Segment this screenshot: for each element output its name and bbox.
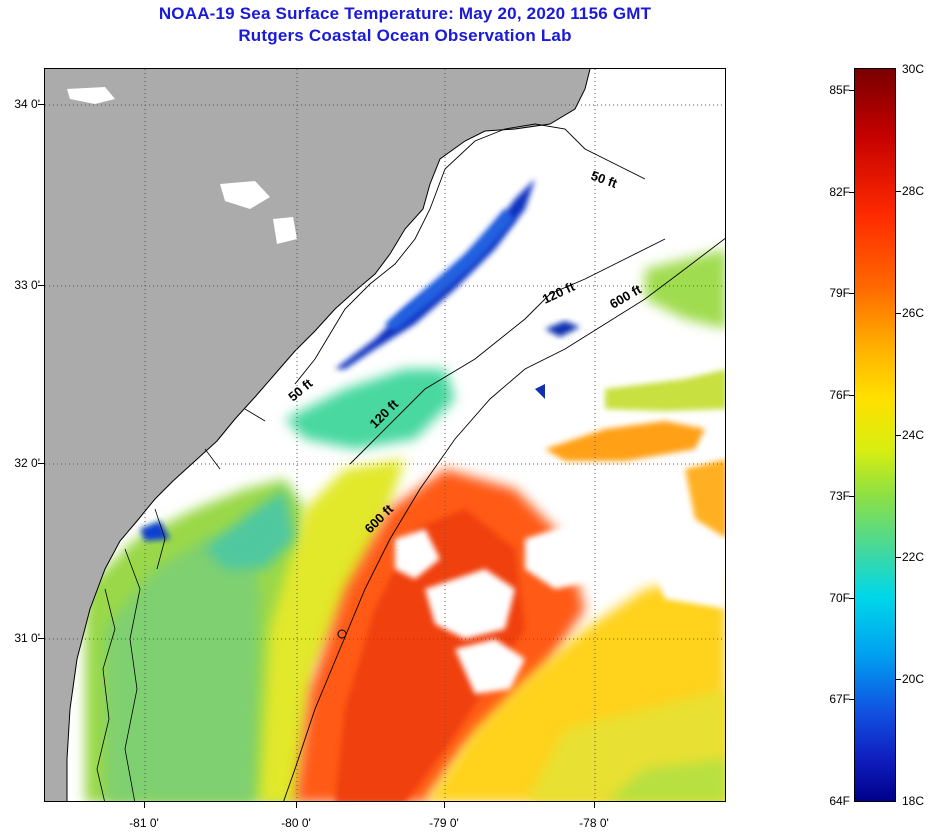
depth-contours [283,123,725,801]
cbar-label-18c: 18C [902,794,925,808]
map-subtitle: Rutgers Coastal Ocean Observation Lab [238,26,572,45]
cbar-label-76f: 76F [829,388,850,402]
lat-tick [38,463,44,464]
cbar-label-67f: 67F [829,692,850,706]
lon-tick [594,802,595,808]
cbar-label-22c: 22C [902,550,925,564]
land-clouds [67,87,297,244]
sst-map-canvas: 50 ft 120 ft 600 ft 50 ft 120 ft 600 ft [45,69,725,801]
cbar-label-20c: 20C [902,672,925,686]
cbar-tick [849,699,854,700]
map-title: NOAA-19 Sea Surface Temperature: May 20,… [158,4,652,23]
cbar-tick [849,496,854,497]
land-mass [45,69,590,801]
cbar-tick [896,191,901,192]
cbar-tick [896,679,901,680]
cbar-label-85f: 85F [829,83,850,97]
lon-label-81: -81 0' [129,816,159,830]
lon-tick [296,802,297,808]
sst-field [85,179,725,801]
lon-tick [444,802,445,808]
temperature-colorbar [854,68,896,802]
cbar-tick [896,313,901,314]
cbar-label-70f: 70F [829,591,850,605]
cbar-label-79f: 79F [829,286,850,300]
lon-label-80: -80 0' [281,816,311,830]
lat-lon-grid [45,69,725,801]
lon-tick [144,802,145,808]
cbar-tick [849,395,854,396]
cbar-label-26c: 26C [902,306,925,320]
lat-label-34: 34 0' [14,97,40,111]
lat-tick [38,104,44,105]
lat-tick [38,638,44,639]
sst-map[interactable]: 50 ft 120 ft 600 ft 50 ft 120 ft 600 ft [44,68,726,802]
lat-tick [38,285,44,286]
cbar-label-28c: 28C [902,184,925,198]
cbar-tick [849,598,854,599]
cbar-tick [849,90,854,91]
cbar-label-82f: 82F [829,185,850,199]
cbar-label-64f: 64F [829,794,850,808]
cbar-tick [896,435,901,436]
lat-label-31: 31 0' [14,631,40,645]
lon-label-78: -78 0' [579,816,609,830]
buoy-marker[interactable] [337,629,347,639]
cbar-label-73f: 73F [829,489,850,503]
lon-label-79: -79 0' [429,816,459,830]
cbar-tick [849,293,854,294]
cbar-label-30c: 30C [902,62,925,76]
cbar-tick [849,192,854,193]
lat-label-33: 33 0' [14,278,40,292]
lat-label-32: 32 0' [14,456,40,470]
cbar-label-24c: 24C [902,428,925,442]
cbar-tick [896,557,901,558]
coastline [66,69,591,801]
